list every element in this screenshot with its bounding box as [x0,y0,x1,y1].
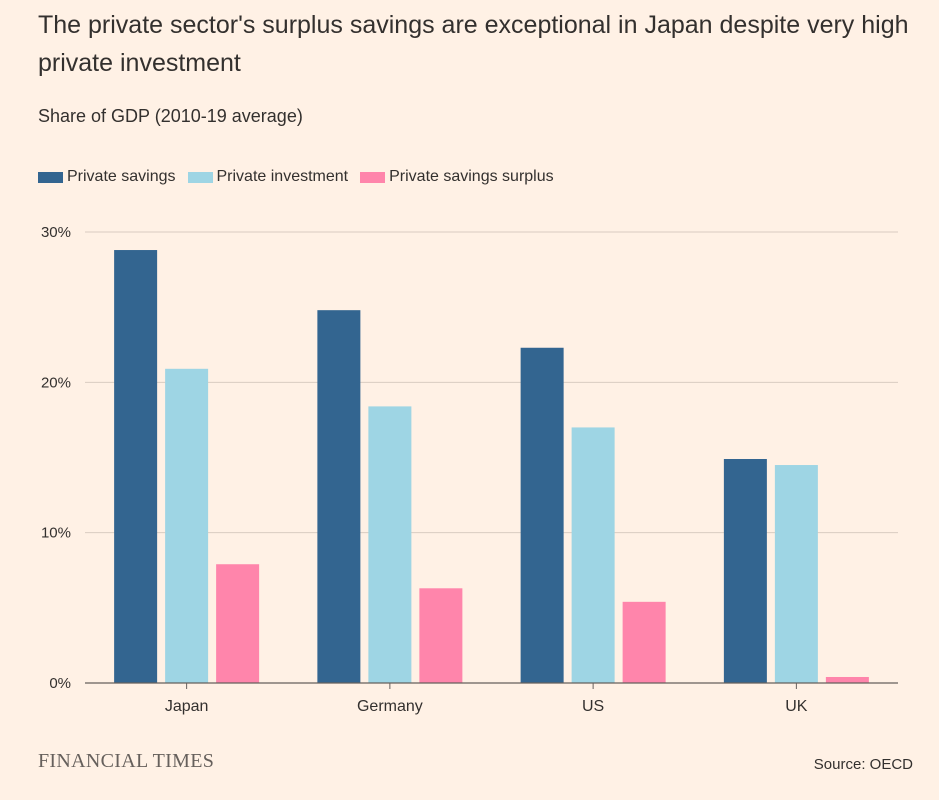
legend-swatch [38,171,63,183]
legend-item-private-savings-surplus: Private savings surplus [360,166,554,188]
legend-swatch [360,171,386,183]
financial-times-logo: FINANCIAL TIMES [38,750,215,772]
bar [114,250,158,684]
bar [317,310,361,683]
legend-label: Private savings surplus [389,168,554,185]
legend-item-private-investment: Private investment [187,166,349,188]
y-tick-label: 20% [41,374,71,391]
bar [419,588,463,683]
bar [520,347,564,683]
chart-title: The private sector's surplus savings are… [38,11,909,77]
legend-label: Private savings [67,168,176,185]
x-tick-label: Germany [357,698,423,715]
x-tick-label: UK [785,698,808,715]
bar [825,676,869,683]
legend-label: Private investment [216,168,349,185]
x-tick-label: Japan [165,698,209,715]
chart-subtitle: Share of GDP (2010-19 average) [38,106,303,126]
bar [622,601,666,683]
x-tick-label: US [582,698,604,715]
y-tick-label: 30% [41,224,71,241]
bar [571,427,615,683]
bar [723,459,767,683]
legend-swatch [187,171,213,183]
bar [368,406,412,683]
bar [774,465,818,683]
bar [216,564,260,683]
y-tick-label: 0% [49,675,71,692]
legend-item-private-savings: Private savings [38,166,176,188]
legend: Private savings Private investment Priva… [38,166,566,188]
source-note: Source: OECD [813,756,913,773]
bar [165,368,209,683]
y-tick-label: 10% [41,525,71,542]
